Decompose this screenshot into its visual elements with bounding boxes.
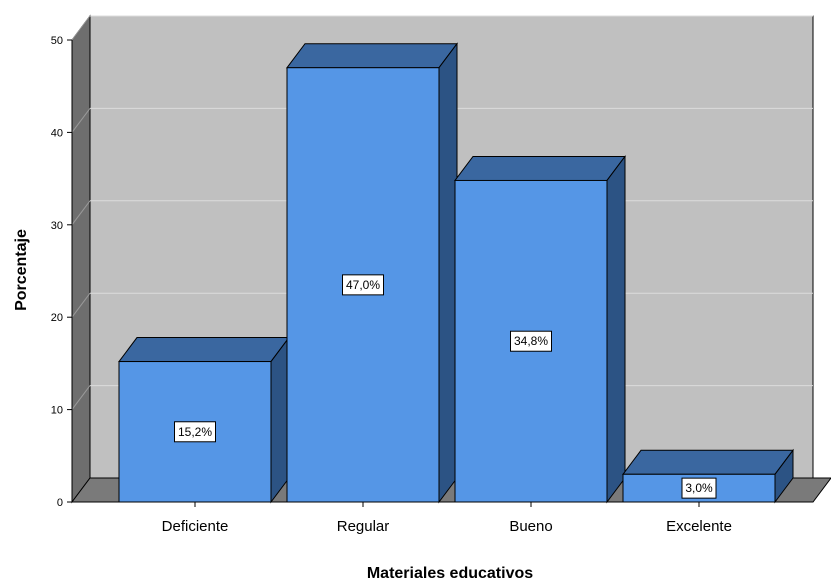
- y-tick-label: 0: [57, 497, 63, 509]
- gridline-left-wall: [71, 200, 91, 226]
- data-label-box: [510, 330, 552, 352]
- x-tick-label: Excelente: [666, 518, 732, 535]
- gridline-left-wall: [71, 108, 91, 133]
- y-tick-label: 40: [51, 127, 63, 139]
- data-label-text: 47,0%: [346, 278, 380, 292]
- data-label-text: 15,2%: [178, 425, 212, 439]
- gridline-left-wall: [71, 15, 91, 41]
- data-label-box: [342, 274, 384, 296]
- data-label: 47,0%: [342, 274, 384, 296]
- data-labels: 15,2% 47,0% 34,8% 3,0%: [174, 274, 717, 499]
- y-axis-ticks: 0 10 20 30 40 50: [51, 35, 73, 509]
- data-label: 3,0%: [681, 477, 717, 499]
- gridline-left-wall: [71, 292, 91, 318]
- bar-top: [286, 43, 458, 69]
- y-tick-label: 50: [51, 35, 63, 47]
- y-tick-label: 10: [51, 405, 63, 417]
- bar: [286, 42, 458, 504]
- data-label: 15,2%: [174, 421, 216, 443]
- data-label-box: [174, 421, 216, 443]
- left-wall: [71, 14, 91, 504]
- data-label-text: 3,0%: [685, 481, 713, 495]
- bar-side: [270, 336, 290, 504]
- x-tick-label: Deficiente: [162, 518, 229, 535]
- bar-top: [118, 337, 290, 363]
- y-tick-label: 20: [51, 312, 63, 324]
- bar-top: [622, 449, 794, 475]
- x-axis-title: Materiales educativos: [367, 565, 533, 582]
- y-axis-title: Porcentaje: [13, 229, 30, 311]
- bar: [454, 154, 626, 504]
- gridline-left-wall: [71, 385, 91, 410]
- data-label-box: [681, 477, 717, 499]
- bar-side: [606, 154, 626, 504]
- y-tick-label: 30: [51, 220, 63, 232]
- x-tick-label: Bueno: [509, 518, 552, 535]
- bar-side: [438, 42, 458, 504]
- data-label-text: 34,8%: [514, 334, 548, 348]
- x-axis-categories: Deficiente Regular Bueno Excelente: [162, 502, 732, 535]
- x-tick-label: Regular: [337, 518, 390, 535]
- bar: [118, 336, 290, 504]
- data-label: 34,8%: [510, 330, 552, 352]
- bar-top: [454, 155, 626, 181]
